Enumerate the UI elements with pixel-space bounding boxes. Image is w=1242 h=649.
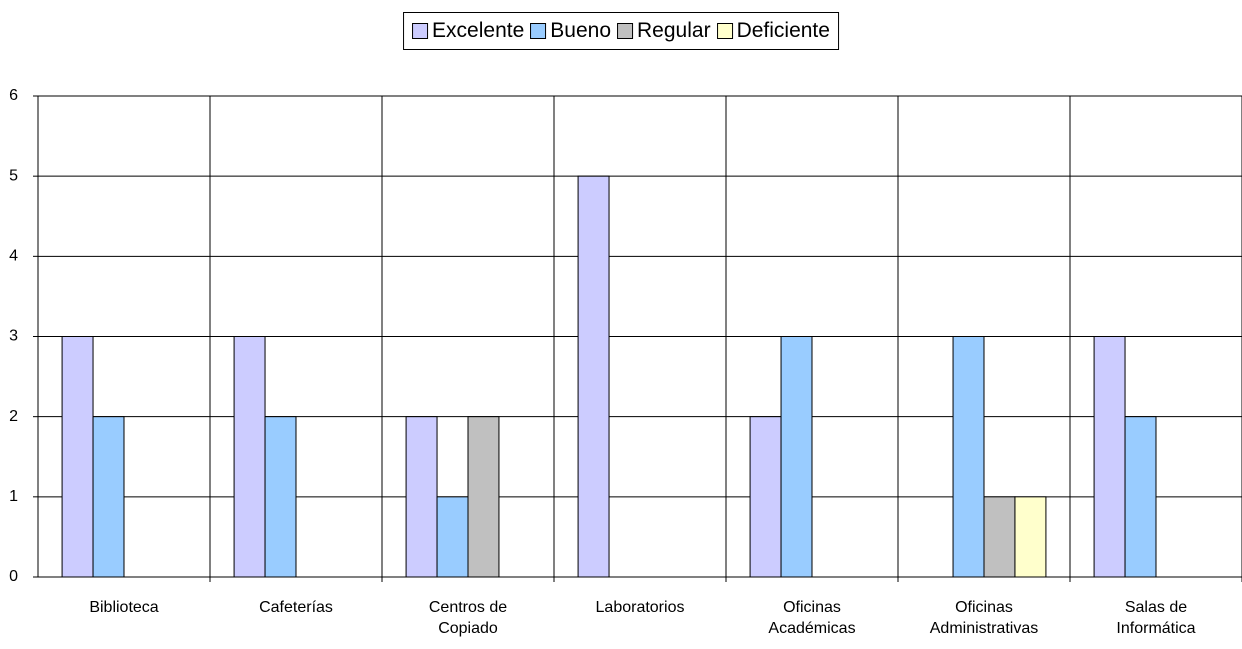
x-tick-label: Laboratorios — [595, 599, 685, 616]
legend-swatch — [412, 23, 429, 39]
x-tick-label: Oficinas Administrativas — [929, 599, 1039, 637]
x-tick-label: Oficinas Académicas — [768, 599, 856, 637]
bar — [983, 496, 1016, 578]
bar — [264, 416, 297, 578]
legend-swatch — [617, 23, 634, 39]
bar — [467, 416, 500, 578]
legend: Excelente Bueno Regular Deficiente — [403, 12, 839, 50]
legend-swatch — [530, 23, 547, 39]
legend-label: Deficiente — [736, 19, 830, 42]
bar — [92, 416, 125, 578]
bar — [436, 496, 469, 578]
bar — [233, 336, 266, 578]
legend-label: Bueno — [550, 19, 612, 42]
x-tick-label: Biblioteca — [89, 599, 159, 616]
bar — [749, 416, 782, 578]
x-tick-label: Cafeterías — [259, 599, 333, 616]
bar — [61, 336, 94, 578]
y-tick-label: 0 — [9, 568, 18, 585]
legend-item: Excelente — [412, 19, 524, 43]
y-tick-label: 6 — [9, 87, 18, 104]
bar — [1014, 496, 1047, 578]
legend-item: Deficiente — [716, 19, 830, 43]
legend-label: Regular — [637, 19, 711, 42]
bar — [405, 416, 438, 578]
bar — [1124, 416, 1157, 578]
y-tick-label: 4 — [9, 248, 18, 265]
y-tick-label: 3 — [9, 328, 18, 345]
bar — [780, 336, 813, 578]
x-tick-label: Salas de Informática — [1116, 599, 1196, 637]
y-tick-label: 2 — [9, 408, 18, 425]
bar — [1093, 336, 1126, 578]
legend-label: Excelente — [432, 19, 525, 42]
legend-item: Bueno — [530, 19, 611, 43]
y-tick-label: 1 — [9, 488, 18, 505]
legend-swatch — [716, 23, 733, 39]
legend-item: Regular — [617, 19, 711, 43]
bar — [952, 336, 985, 578]
x-tick-label: Centros de Copiado — [428, 599, 508, 637]
y-tick-label: 5 — [9, 167, 18, 184]
bar — [577, 175, 610, 578]
